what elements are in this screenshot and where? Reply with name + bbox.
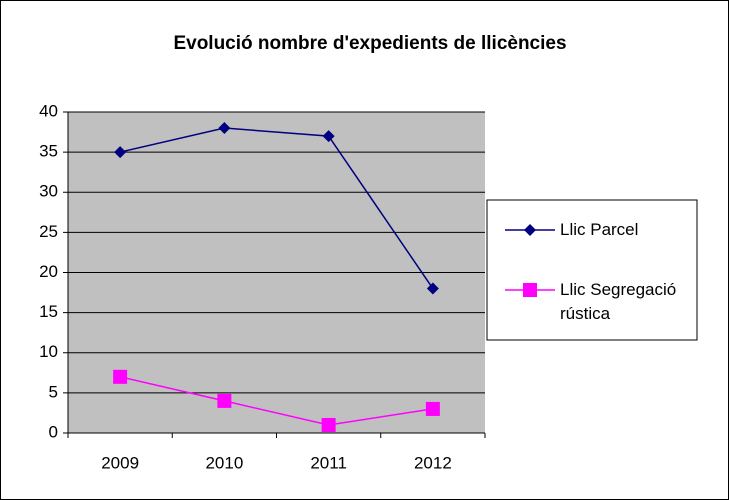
data-point [425,401,440,416]
data-point [113,369,128,384]
y-tick-label: 20 [39,262,58,281]
data-point [218,122,231,135]
y-tick-label: 5 [49,382,58,401]
legend-marker [523,283,537,297]
x-tick-label: 2011 [310,453,347,472]
legend-label: Llic Segregació rústica [560,280,677,323]
data-point [426,282,439,295]
x-tick-label: 2012 [414,453,452,472]
series-line [119,127,434,289]
x-tick-label: 2009 [101,453,139,472]
data-point [321,417,336,432]
data-point [322,130,335,143]
chart-title: Evolució nombre d'expedients de llicènci… [173,33,566,54]
series-line [119,376,433,426]
y-tick-label: 40 [39,101,58,120]
legend-label: Llic Parcel [560,220,639,239]
y-tick-label: 0 [49,422,58,441]
data-point [114,146,127,159]
y-tick-label: 15 [39,302,58,321]
y-tick-label: 10 [39,342,58,361]
y-tick-label: 25 [39,222,58,241]
data-point [217,393,232,408]
y-tick-label: 30 [39,182,58,201]
y-tick-label: 35 [39,142,58,161]
x-tick-label: 2010 [205,453,243,472]
legend-marker [524,224,536,236]
legend-box [486,199,698,341]
